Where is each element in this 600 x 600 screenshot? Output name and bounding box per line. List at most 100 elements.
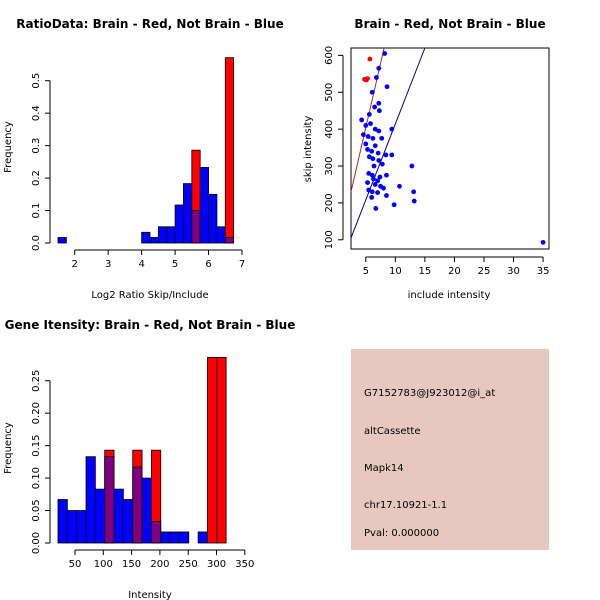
intensity-y-tick-label-2: 0.10 (31, 467, 42, 489)
intensity-x-tick-label-5: 300 (207, 559, 226, 570)
ratio-y-tick-label-2: 0.2 (31, 170, 42, 186)
scatter-x-tick-label-6: 35 (537, 266, 550, 277)
scatter-y-tick-label-4: 500 (324, 83, 335, 102)
scatter-x-tick-label-0: 5 (363, 266, 369, 277)
scatter-point-blue-28 (376, 158, 382, 163)
ratio-bar-blue-15 (183, 183, 193, 244)
scatter-point-blue-25 (389, 152, 395, 158)
scatter-regression-lines (350, 47, 426, 239)
ratio-histogram-panel: RatioData: Brain - Red, Not Brain - Blue… (3, 17, 284, 301)
scatter-point-blue-52 (540, 239, 546, 245)
intensity-bar-blue-1 (66, 510, 78, 544)
scatter-plot-frame (350, 47, 550, 250)
intensity-x-tick-label-4: 250 (179, 559, 198, 570)
ratio-bars (57, 57, 235, 244)
scatter-point-blue-18 (379, 135, 385, 141)
intensity-bar-blue-7 (122, 499, 134, 544)
scatter-points (359, 51, 546, 245)
scatter-point-blue-20 (372, 143, 378, 149)
ratio-bar-blue-0 (57, 237, 67, 244)
intensity-y-tick-label-3: 0.15 (31, 434, 42, 456)
scatter-point-blue-38 (365, 180, 370, 186)
scatter-point-blue-17 (370, 135, 376, 141)
scatter-point-blue-8 (366, 111, 372, 117)
scatter-fit-line-0 (350, 47, 385, 192)
scatter-point-blue-2 (374, 75, 379, 80)
scatter-point-blue-35 (384, 172, 389, 178)
scatter-point-blue-22 (369, 148, 375, 154)
ratio-y-tick-label-1: 0.1 (31, 203, 42, 219)
ratio-x-tick-label-3: 5 (172, 259, 178, 270)
ratio-axes: 2 3 4 5 6 7 0.0 0.1 0.2 0.3 0.4 0.5 (31, 73, 245, 270)
scatter-point-blue-12 (372, 126, 378, 132)
scatter-plot-panel: Brain - Red, Not Brain - Blue include in… (303, 17, 550, 301)
scatter-point-blue-5 (376, 100, 382, 106)
scatter-point-blue-41 (381, 185, 386, 191)
intensity-bar-blue-13 (179, 531, 190, 544)
info-panel: G7152783@J923012@i_at altCassette Mapk14… (351, 349, 549, 550)
ratio-x-tick-label-0: 2 (72, 259, 78, 270)
scatter-y-tick-label-2: 300 (324, 156, 335, 175)
ratio-y-tick-label-3: 0.3 (31, 138, 42, 154)
intensity-bar-blue-11 (160, 531, 171, 544)
scatter-point-blue-7 (376, 108, 382, 114)
ratio-y-axis-label: Frequency (3, 121, 14, 173)
scatter-point-blue-49 (391, 202, 397, 208)
scatter-point-blue-14 (389, 126, 395, 132)
scatter-point-blue-43 (366, 187, 372, 193)
intensity-x-tick-label-3: 200 (150, 559, 169, 570)
scatter-point-blue-34 (377, 174, 383, 180)
scatter-point-blue-21 (365, 147, 370, 152)
ratio-y-tick-label-4: 0.4 (31, 105, 42, 121)
intensity-bar-blue-6 (113, 488, 124, 544)
event-type: altCassette (364, 426, 421, 437)
scatter-point-blue-46 (384, 193, 389, 198)
scatter-point-blue-45 (375, 190, 380, 195)
intensity-bar-blue-15 (197, 531, 208, 544)
scatter-point-blue-15 (361, 132, 366, 138)
scatter-y-tick-label-1: 200 (324, 193, 335, 212)
ratio-bar-blue-17 (199, 166, 209, 244)
probe-id: G7152783@J923012@i_at (364, 388, 495, 399)
ratio-bar-blue-10 (141, 231, 151, 244)
intensity-bar-blue-2 (76, 510, 87, 544)
intensity-bar-overlap-5 (104, 456, 115, 544)
scatter-point-blue-47 (411, 189, 417, 195)
intensity-y-axis-label: Frequency (3, 422, 14, 474)
scatter-point-blue-19 (363, 141, 369, 147)
ratio-bar-blue-13 (166, 226, 176, 244)
ratio-bar-red-20 (224, 57, 235, 244)
scatter-x-axis-label: include intensity (408, 290, 491, 301)
scatter-x-tick-label-3: 20 (448, 266, 461, 277)
scatter-point-red-0 (367, 56, 373, 62)
intensity-chart-title: Gene Itensity: Brain - Red, Not Brain - … (5, 318, 296, 332)
ratio-x-tick-label-4: 6 (205, 259, 211, 270)
scatter-point-blue-13 (376, 128, 382, 134)
scatter-fit-line-1 (350, 47, 426, 239)
scatter-y-tick-label-0: 100 (324, 230, 335, 249)
ratio-y-tick-label-5: 0.5 (31, 73, 42, 89)
scatter-point-blue-36 (371, 176, 376, 182)
scatter-point-blue-26 (366, 154, 372, 160)
scatter-point-blue-33 (369, 172, 375, 178)
scatter-point-blue-9 (359, 117, 365, 123)
scatter-point-red-3 (363, 77, 369, 83)
intensity-bar-blue-3 (85, 456, 96, 544)
scatter-point-blue-44 (369, 189, 375, 195)
scatter-point-blue-48 (369, 194, 375, 200)
ratio-x-tick-label-1: 3 (105, 259, 111, 270)
ratio-bar-overlap-20 (224, 237, 235, 244)
ratio-x-tick-label-5: 7 (239, 259, 245, 270)
scatter-axes: 5 10 15 20 25 30 35 100 200 300 400 500 600 (324, 46, 549, 277)
scatter-point-blue-50 (411, 198, 417, 204)
scatter-x-tick-label-4: 25 (478, 266, 491, 277)
intensity-x-axis-label: Intensity (128, 590, 172, 600)
intensity-y-tick-label-5: 0.25 (31, 370, 42, 392)
ratio-x-tick-label-2: 4 (138, 259, 144, 270)
intensity-bar-blue-4 (94, 488, 106, 544)
intensity-x-tick-label-2: 150 (122, 559, 141, 570)
intensity-x-tick-label-1: 100 (94, 559, 113, 570)
scatter-point-blue-3 (384, 84, 390, 90)
scatter-y-tick-label-5: 600 (324, 46, 335, 65)
intensity-bar-red-16 (207, 356, 218, 544)
